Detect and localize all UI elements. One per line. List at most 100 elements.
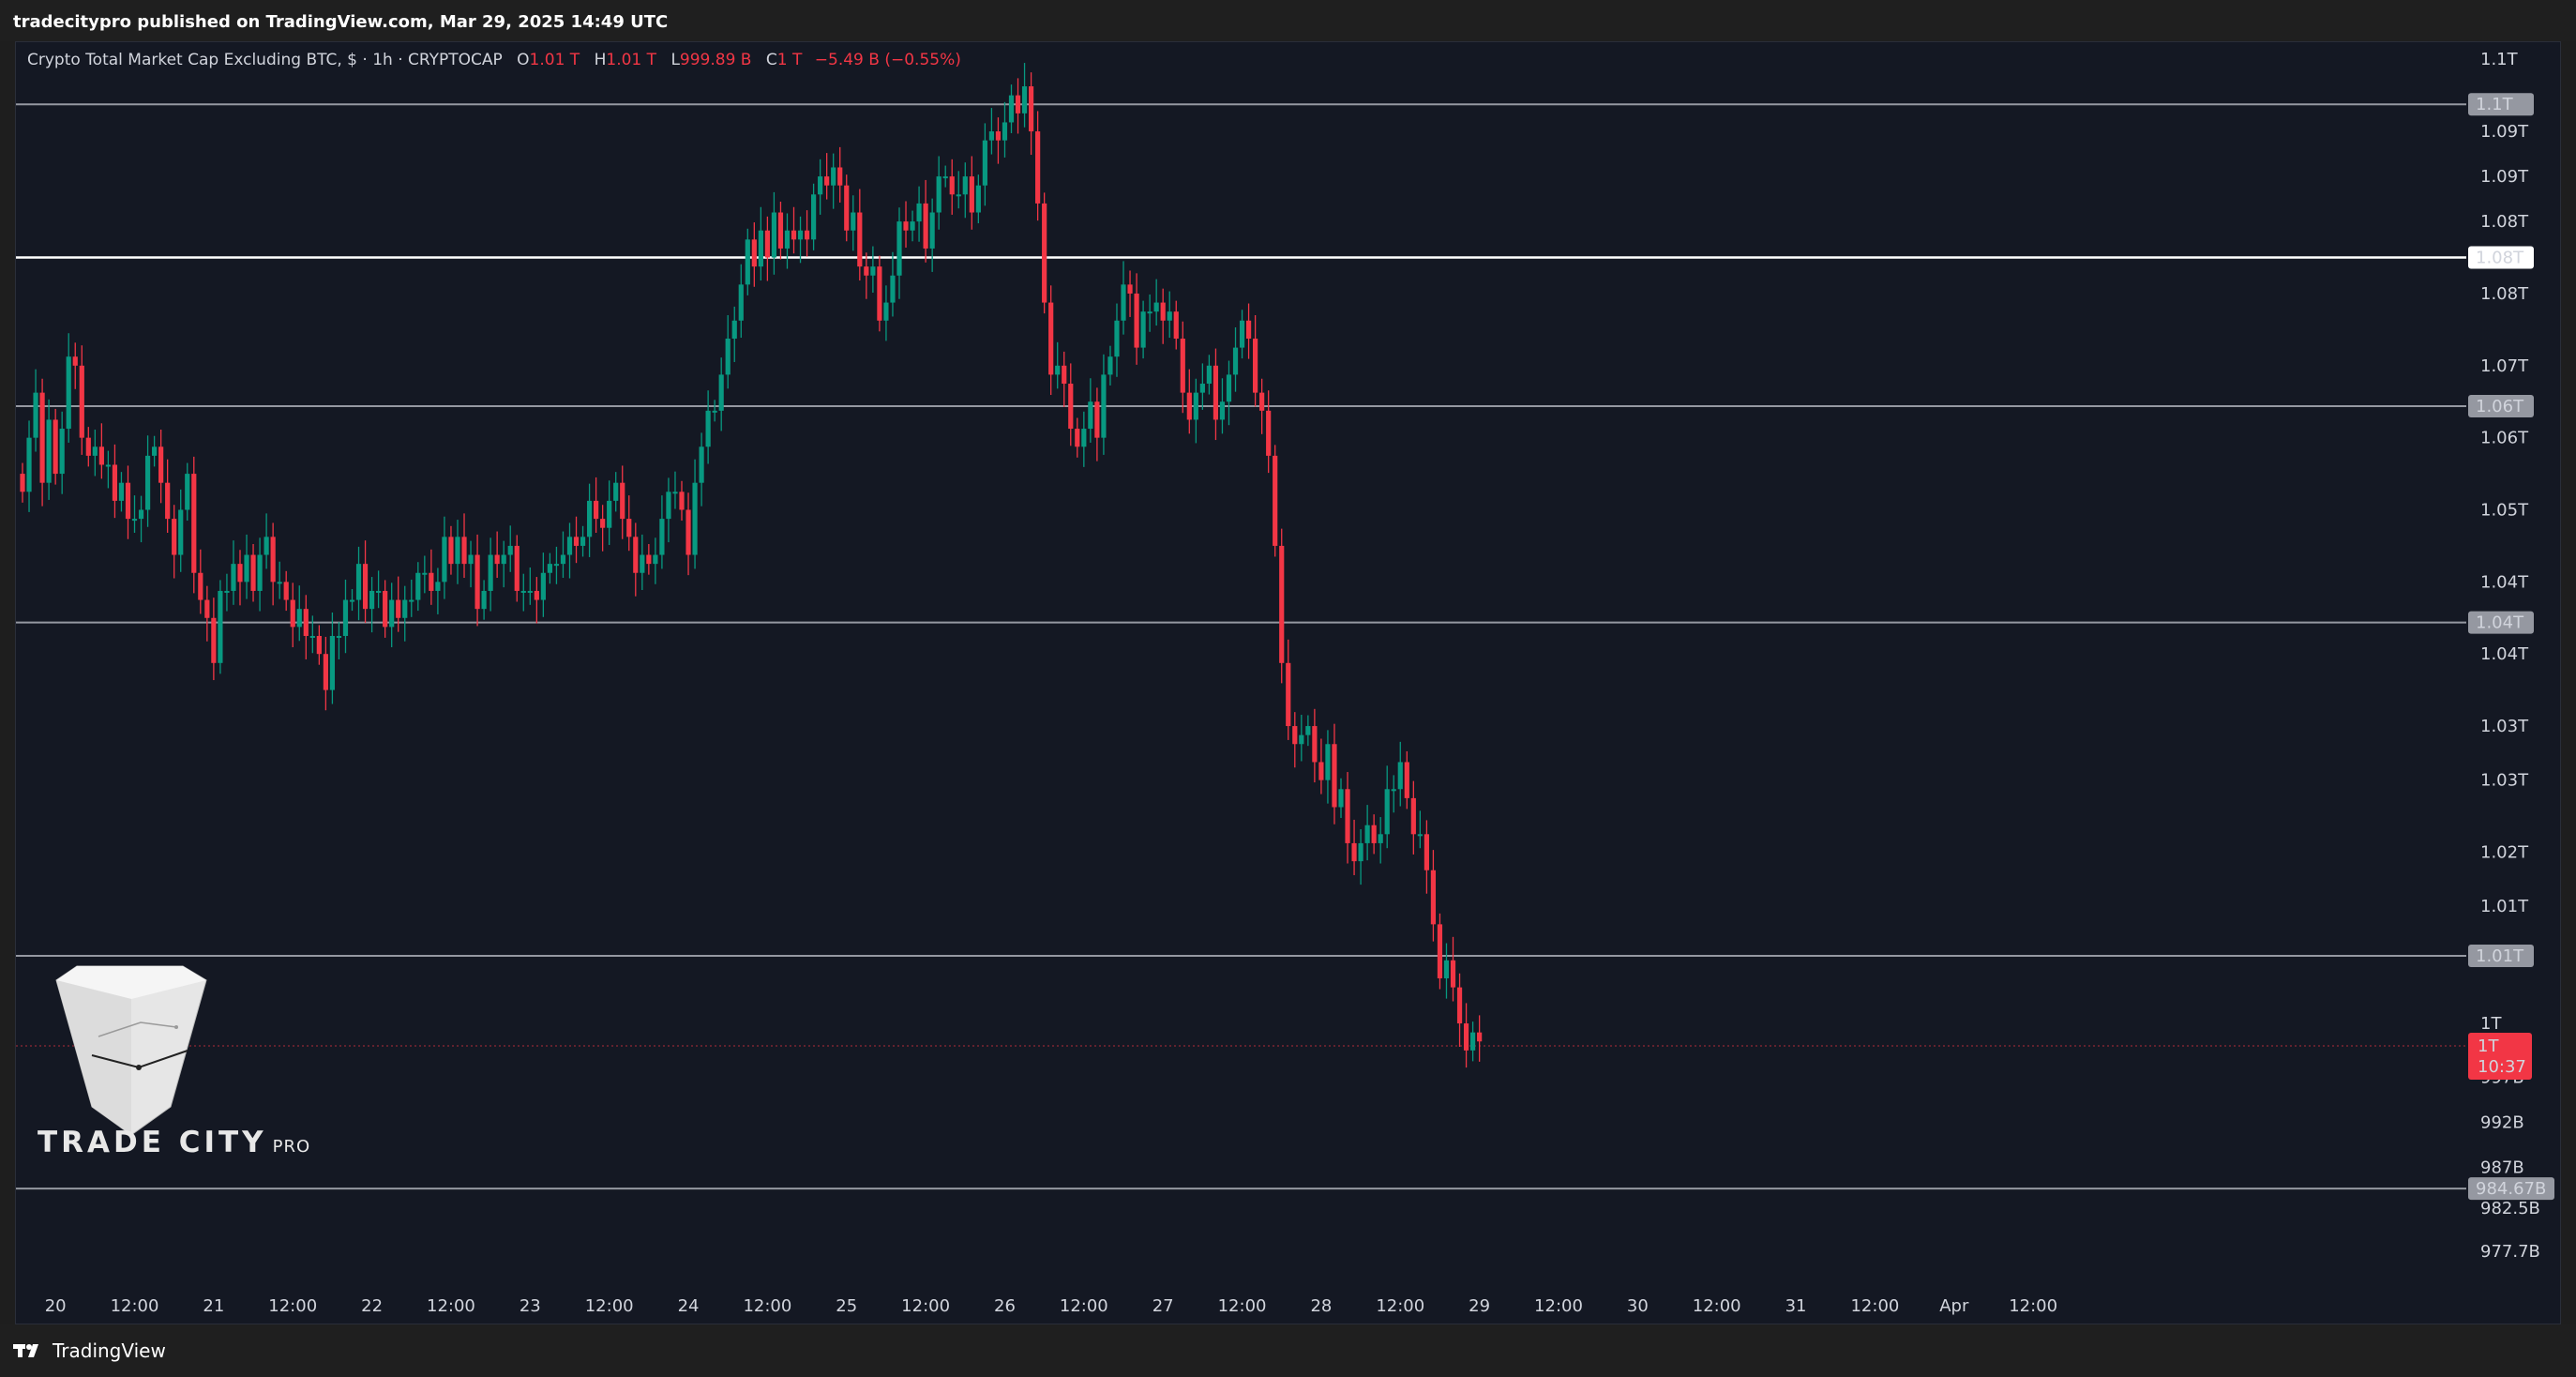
x-tick-label: 27 (1152, 1296, 1174, 1316)
candle-body (429, 572, 434, 591)
candle-body (1094, 401, 1100, 438)
candle-body (309, 635, 315, 638)
candle-body (573, 537, 580, 546)
candle-body (1424, 834, 1429, 870)
tradecity-wordmark: TRADE CITY PRO (38, 1126, 310, 1159)
x-tick-label: 20 (45, 1296, 67, 1316)
candle-body (250, 554, 256, 591)
candle-body (1266, 410, 1272, 456)
candle-body (402, 599, 408, 618)
candle-body (851, 212, 856, 231)
candle-body (1345, 789, 1350, 843)
candle-body (1199, 384, 1205, 393)
y-tick-label: 1.04T (2480, 572, 2529, 592)
candle-body (211, 617, 217, 663)
candle-body (158, 446, 164, 483)
y-tick-label: 1.04T (2480, 644, 2529, 664)
x-tick-label: 12:00 (1218, 1296, 1267, 1316)
candle-body (975, 185, 981, 213)
candle-body (547, 564, 552, 573)
candle-body (1286, 662, 1291, 727)
candle-body (1232, 347, 1239, 375)
candle-body (92, 446, 98, 456)
close-label: C (765, 51, 777, 69)
candle-body (811, 194, 817, 240)
candle-body (1410, 797, 1416, 835)
candle-body (936, 176, 942, 213)
candle-body (1437, 924, 1443, 979)
candle-body (53, 419, 58, 475)
candle-body (329, 635, 336, 690)
candle-body (488, 554, 493, 591)
candle-body (185, 474, 190, 510)
tradingview-brand[interactable]: TradingView (13, 1339, 166, 1362)
candle-body (277, 582, 282, 584)
candle-body (982, 140, 987, 186)
wordmark-name: TRADE CITY (38, 1126, 267, 1159)
candle-body (857, 212, 863, 267)
candle-body (600, 519, 606, 528)
candle-body (1226, 374, 1232, 402)
candle-body (144, 455, 151, 510)
candle-body (501, 554, 506, 565)
published-text: tradecitypro published on TradingView.co… (13, 12, 669, 32)
candle-body (1430, 870, 1437, 925)
candle-body (283, 582, 289, 600)
candle-body (1048, 302, 1054, 375)
candle-body (59, 429, 65, 475)
candle-body (1075, 429, 1080, 447)
candle-body (1456, 987, 1463, 1024)
candle-body (540, 572, 546, 600)
candle-body (1279, 545, 1285, 663)
candle-body (1470, 1032, 1476, 1051)
candle-body (389, 599, 395, 628)
candlestick-chart[interactable]: 1.1T 1.1T 1.09T 1.09T 1.08T 1.08T 1.07T 1.06T 1.… (0, 0, 2576, 1324)
x-tick-label: 12:00 (901, 1296, 950, 1316)
candle-body (745, 239, 750, 285)
candle-body (1206, 365, 1212, 385)
candle-body (448, 537, 454, 565)
candle-body (1068, 384, 1074, 430)
candle-body (962, 176, 968, 195)
candle-body (1002, 122, 1008, 141)
candle-body (883, 302, 889, 321)
candle-body (1364, 825, 1370, 843)
candle-body (131, 519, 138, 522)
x-tick-label: 12:00 (743, 1296, 791, 1316)
candle-body (877, 266, 882, 321)
candle-body (165, 482, 171, 520)
candle-body (666, 492, 671, 520)
level-price-label: 1.01T (2476, 946, 2524, 966)
candle-body (553, 564, 560, 567)
candle-body (468, 554, 474, 565)
low-value: 999.89 B (679, 51, 752, 69)
x-tick-label: 12:00 (1376, 1296, 1424, 1316)
candle-body (507, 545, 513, 555)
level-price-label: 1.04T (2476, 613, 2524, 633)
candle-body (296, 609, 302, 628)
candle-body (1015, 95, 1021, 113)
candle-body (1140, 311, 1146, 348)
y-tick-label: 1.09T (2480, 122, 2529, 142)
x-tick-label: 12:00 (111, 1296, 159, 1316)
candle-body (20, 474, 25, 492)
high-value: 1.01 T (606, 51, 657, 69)
countdown-label: 10:37 (2478, 1057, 2526, 1077)
candle-body (461, 537, 467, 565)
symbol-title[interactable]: Crypto Total Market Cap Excluding BTC, $… (27, 51, 503, 69)
candle-body (942, 176, 948, 179)
level-price-label: 984.67B (2476, 1179, 2546, 1199)
candle-body (777, 212, 784, 249)
footer-bar (0, 1324, 2576, 1377)
candle-body (764, 230, 770, 258)
x-tick-label: 12:00 (2009, 1296, 2057, 1316)
candle-body (1450, 960, 1456, 988)
y-tick-label: 1.1T (2480, 50, 2519, 69)
candle-body (244, 554, 249, 583)
candle-body (824, 176, 830, 186)
candle-body (112, 464, 118, 501)
x-tick-label: 12:00 (1534, 1296, 1583, 1316)
candle-body (1062, 365, 1067, 385)
candle-body (1417, 834, 1423, 837)
low-label: L (670, 51, 680, 69)
